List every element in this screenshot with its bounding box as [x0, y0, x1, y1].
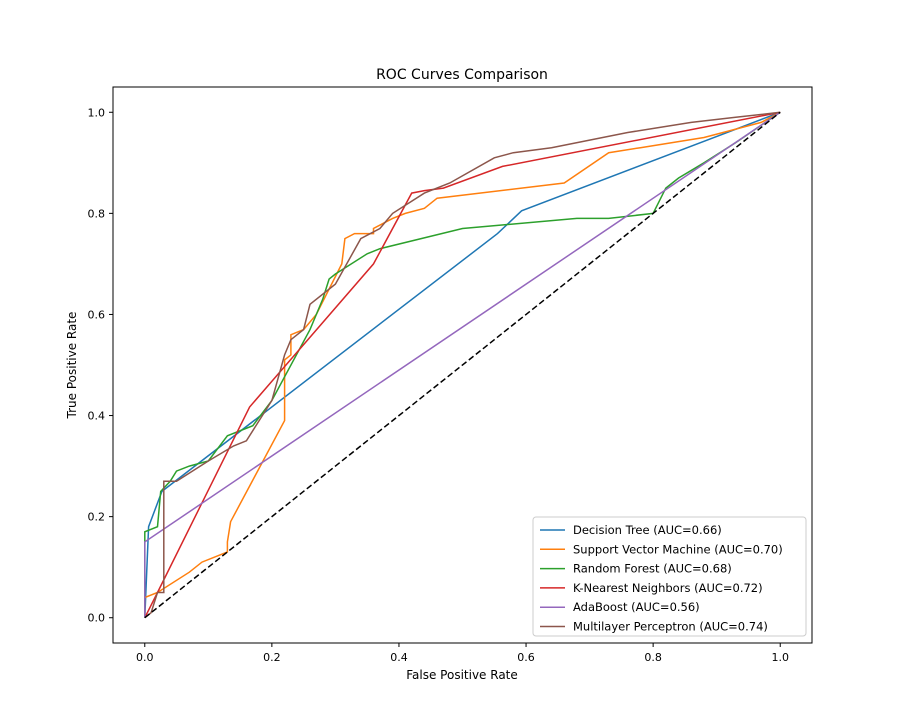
plot-frame	[112, 86, 813, 644]
chart-title: ROC Curves Comparison	[376, 67, 548, 83]
series-line-4	[144, 111, 781, 618]
x-tick-label: 0.0	[136, 651, 154, 664]
baseline-diagonal	[144, 111, 781, 619]
y-tick-label: 0.0	[88, 612, 106, 625]
series-line-1	[144, 111, 781, 618]
y-tick-label: 0.4	[88, 410, 106, 423]
series-line-2	[144, 111, 781, 618]
x-tick-label: 1.0	[771, 651, 789, 664]
legend-entry: K-Nearest Neighbors (AUC=0.72)	[573, 581, 763, 595]
series-line-5	[144, 111, 781, 619]
x-tick-label: 0.8	[644, 651, 662, 664]
x-tick-label: 0.6	[517, 651, 535, 664]
y-tick-label: 0.2	[88, 511, 106, 524]
x-tick-label: 0.4	[390, 651, 408, 664]
series-line-0	[144, 111, 781, 618]
y-axis-label: True Positive Rate	[65, 312, 79, 420]
y-tick-label: 0.8	[88, 207, 106, 220]
x-axis-label: False Positive Rate	[406, 668, 518, 682]
x-tick-label: 0.2	[263, 651, 281, 664]
legend-entry: Multilayer Perceptron (AUC=0.74)	[573, 620, 768, 634]
y-tick-label: 1.0	[88, 106, 106, 119]
y-tick-label: 0.6	[88, 308, 106, 321]
series-line-3	[144, 111, 781, 619]
legend: Decision Tree (AUC=0.66) Support Vector M…	[532, 516, 807, 637]
legend-box	[532, 516, 807, 637]
legend-entry: Random Forest (AUC=0.68)	[573, 562, 732, 576]
legend-entry: AdaBoost (AUC=0.56)	[573, 600, 700, 614]
legend-entry: Decision Tree (AUC=0.66)	[573, 523, 722, 537]
legend-entry: Support Vector Machine (AUC=0.70)	[573, 542, 783, 556]
